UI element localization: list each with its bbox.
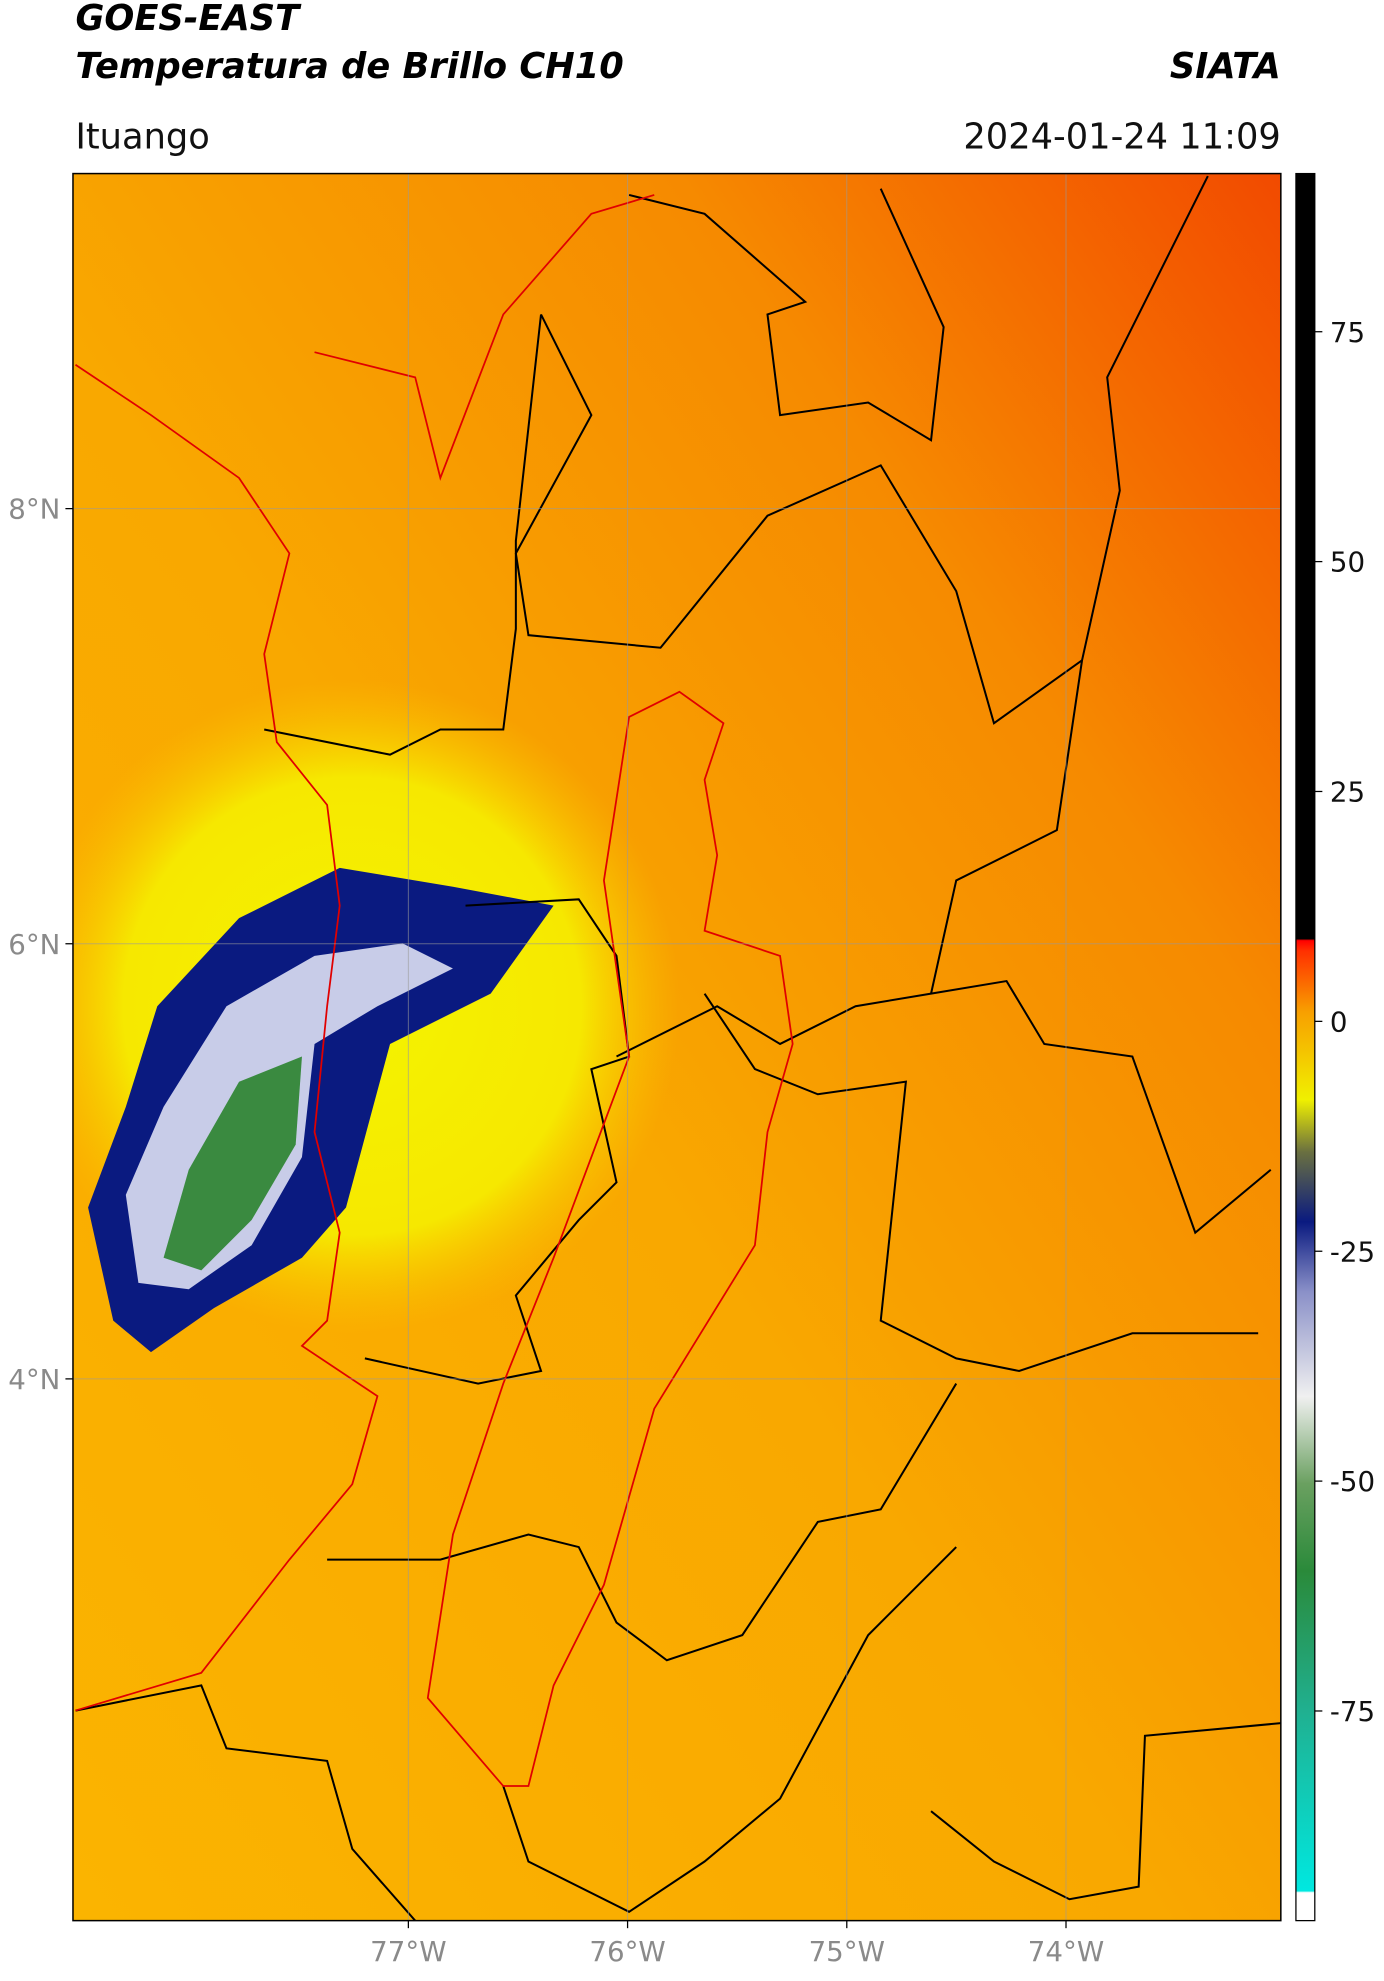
colorbar-tick-label: 50 xyxy=(1330,546,1365,579)
colorbar-tick-label: 25 xyxy=(1330,776,1365,809)
x-tick-label: 77°W xyxy=(370,1935,446,1968)
y-tick-label: 4°N xyxy=(8,1363,60,1396)
coast-and-rivers xyxy=(75,194,794,1787)
y-tick-label: 8°N xyxy=(8,493,60,526)
map-image xyxy=(72,173,1281,1921)
boundaries xyxy=(75,175,1281,1921)
datetime: 2024-01-24 11:09 xyxy=(963,116,1280,157)
y-tick-label: 6°N xyxy=(8,928,60,961)
x-tick-label: 75°W xyxy=(809,1935,885,1968)
cloud-coldest xyxy=(163,1056,302,1271)
map-ticks: 77°W 76°W 75°W 74°W 8°N 6°N 4°N xyxy=(8,173,1281,1968)
colorbar-tick-label: -50 xyxy=(1330,1465,1375,1498)
brand: SIATA xyxy=(1170,46,1281,87)
colorbar xyxy=(1295,172,1316,1922)
title: GOES-EAST xyxy=(75,0,302,39)
map-frame xyxy=(72,172,1282,1922)
x-tick-label: 74°W xyxy=(1028,1935,1104,1968)
colorbar-tick-label: 75 xyxy=(1330,316,1365,349)
subtitle: Temperatura de Brillo CH10 xyxy=(75,46,623,87)
location: Ituango xyxy=(75,116,209,157)
colorbar-ticks: 75 50 25 0 -25 -50 -75 xyxy=(1314,316,1375,1728)
colorbar-tick-label: -25 xyxy=(1330,1235,1375,1268)
colorbar-tick-label: -75 xyxy=(1330,1695,1375,1728)
colorbar-tick-label: 0 xyxy=(1330,1005,1348,1038)
x-tick-label: 76°W xyxy=(589,1935,665,1968)
